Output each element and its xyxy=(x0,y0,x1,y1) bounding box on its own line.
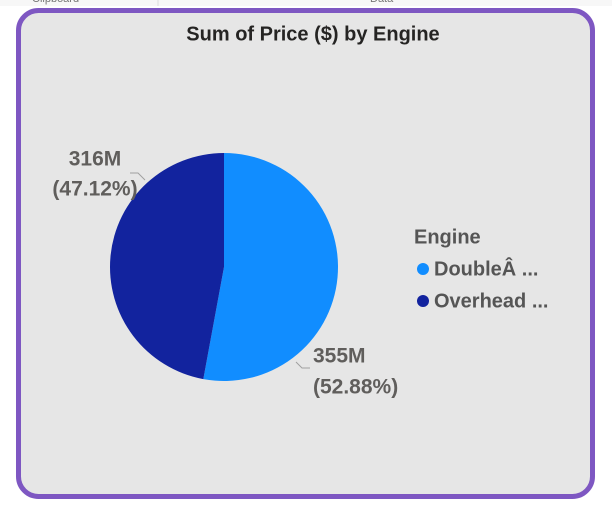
legend-marker xyxy=(417,263,429,275)
ribbon xyxy=(0,0,612,6)
legend-marker xyxy=(417,295,429,307)
ribbon-group-label: Clipboard xyxy=(32,0,79,5)
legend-label: DoubleÂ ... xyxy=(434,256,538,280)
legend-title: Engine xyxy=(414,226,481,248)
data-label: 355M xyxy=(313,345,366,368)
pie xyxy=(109,153,338,381)
ribbon-group-label: Data xyxy=(370,0,394,5)
leader-line xyxy=(130,172,146,181)
pie-slice xyxy=(109,153,224,380)
data-label: 316M xyxy=(69,148,122,171)
leader-line xyxy=(295,361,310,369)
pie-slice xyxy=(203,153,338,381)
legend-label: Overhead ... xyxy=(434,290,549,312)
chart-title: Sum of Price ($) by Engine xyxy=(186,23,439,45)
data-label-percent: (52.88%) xyxy=(313,376,398,399)
data-label-percent: (47.12%) xyxy=(52,178,137,201)
